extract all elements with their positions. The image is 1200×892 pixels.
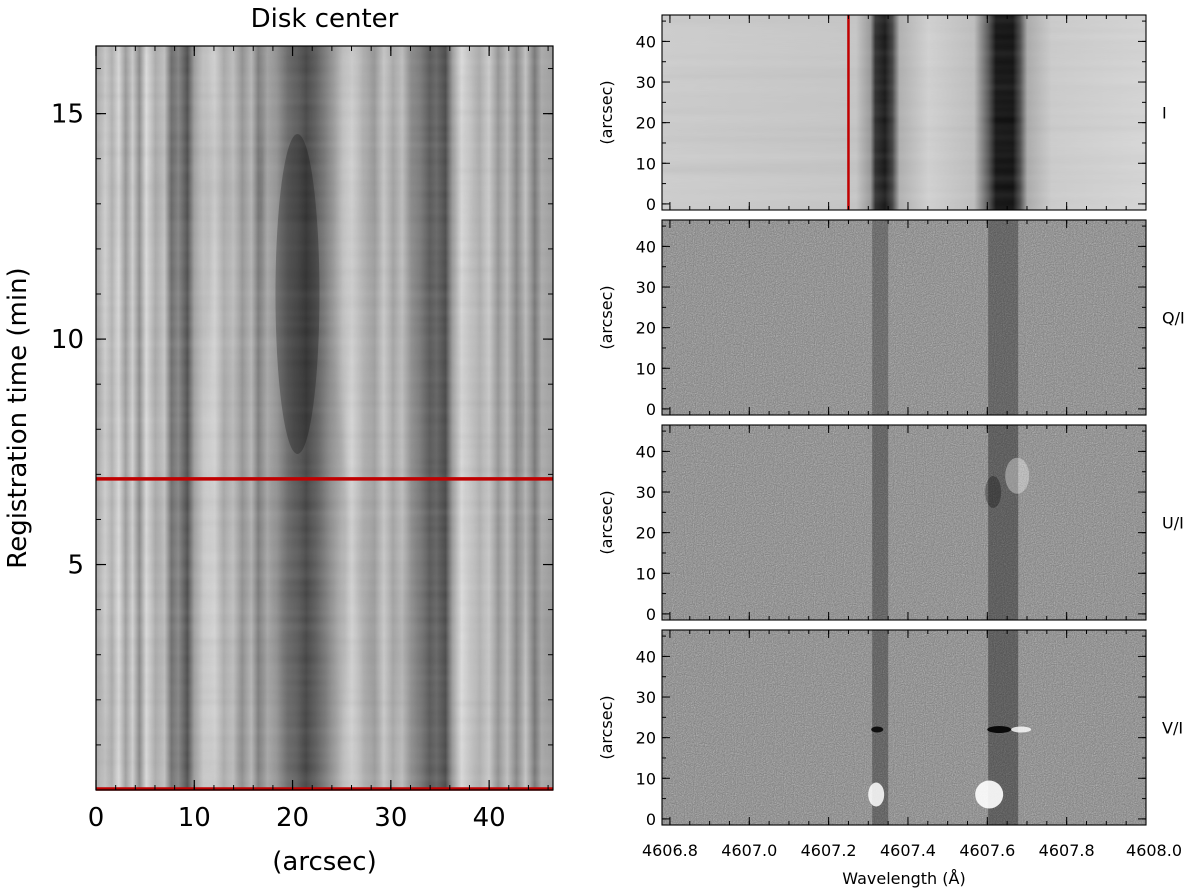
stokes-panel-frame [661,424,1147,621]
stokes-parameter-label: Q/I [1162,309,1185,328]
y-tick-label: 0 [646,810,656,829]
stokes-panel-frame [661,219,1147,416]
x-tick-label: 30 [374,803,407,833]
y-tick-label: 10 [636,564,656,583]
y-tick-label: 10 [636,359,656,378]
y-tick-label: 30 [636,688,656,707]
disk-center-chart: 0 10 20 30 40 5 10 15 Disk center (arcsec) Registr… [3,4,554,877]
x-axis-label: (arcsec) [272,847,376,877]
stokes-panel: 0 10 20 30 40 (arcsec) U/I [597,424,1184,624]
x-tick-label: 4607.8 [1039,841,1095,860]
x-tick-label: 4607.0 [721,841,777,860]
y-tick-label: 40 [636,647,656,666]
stokes-panel-image [662,425,1146,620]
panel-y-axis-label: (arcsec) [597,80,616,144]
stokes-parameter-label: V/I [1162,719,1183,738]
x-tick-label: 4608.0 [1126,841,1182,860]
x-tick-label: 4607.6 [959,841,1015,860]
stokes-panel-frame [661,14,1147,211]
y-tick-label: 20 [636,729,656,748]
y-tick-label: 40 [636,442,656,461]
stokes-panel: 0 10 20 30 40 (arcsec) V/I [597,629,1183,829]
y-tick-label: 5 [67,551,84,581]
y-tick-label: 40 [636,32,656,51]
x-tick-label: 4607.4 [880,841,936,860]
y-tick-label: 10 [51,325,84,355]
stokes-panel-image [662,220,1146,415]
y-tick-label: 15 [51,100,84,130]
x-tick-label: 20 [276,803,309,833]
x-tick-label: 40 [473,803,506,833]
x-tick-label: 0 [88,803,105,833]
stokes-parameter-label: I [1162,104,1167,123]
y-tick-label: 20 [636,524,656,543]
panel-y-axis-label: (arcsec) [597,695,616,759]
x-tick-label: 4606.8 [642,841,698,860]
stokes-spectra-chart: 0 10 20 30 40 (arcsec) I 0 10 20 30 40 (arcsec) Q/I 0 1… [597,14,1185,888]
stokes-panel: 0 10 20 30 40 (arcsec) Q/I [597,219,1185,419]
y-tick-label: 30 [636,73,656,92]
y-tick-label: 20 [636,319,656,338]
x-tick-label: 10 [178,803,211,833]
stokes-panel-frame [661,629,1147,826]
y-tick-label: 30 [636,483,656,502]
y-tick-label: 0 [646,400,656,419]
y-tick-label: 40 [636,237,656,256]
stokes-panel-image [662,15,1146,210]
stokes-parameter-label: U/I [1162,514,1184,533]
panel-y-axis-label: (arcsec) [597,285,616,349]
y-tick-label: 20 [636,114,656,133]
stokes-panel: 0 10 20 30 40 (arcsec) I [597,14,1167,214]
x-tick-label: 4607.2 [801,841,857,860]
panel-y-axis-label: (arcsec) [597,490,616,554]
y-axis-label: Registration time (min) [3,267,33,568]
y-tick-label: 10 [636,769,656,788]
y-tick-label: 10 [636,154,656,173]
y-tick-label: 0 [646,195,656,214]
chart-title: Disk center [251,4,399,34]
disk-center-image [96,46,553,790]
stokes-panel-image [662,630,1146,825]
y-tick-label: 30 [636,278,656,297]
x-axis-label: Wavelength (Å) [842,869,965,888]
y-tick-label: 0 [646,605,656,624]
disk-center-frame [95,45,554,791]
